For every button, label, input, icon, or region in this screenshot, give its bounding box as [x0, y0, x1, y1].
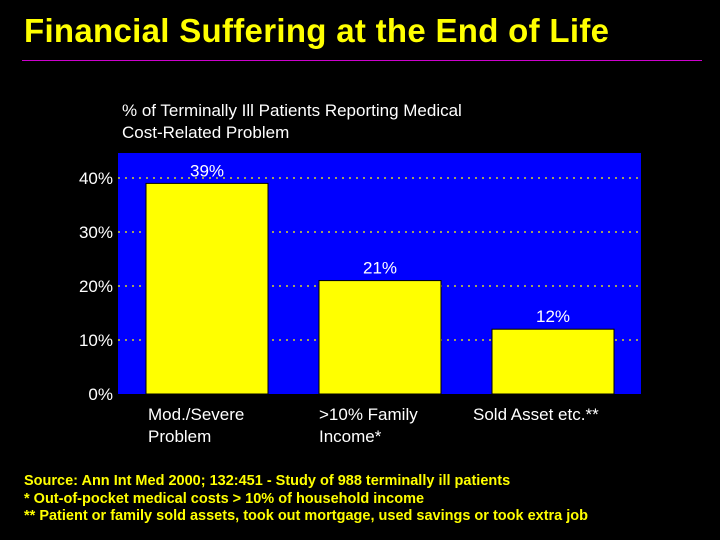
- chart-title-line-2: Cost-Related Problem: [122, 123, 290, 142]
- x-category-label: Problem: [148, 427, 211, 446]
- footnote-1: * Out-of-pocket medical costs > 10% of h…: [24, 490, 425, 507]
- chart-title-line-1: % of Terminally Ill Patients Reporting M…: [122, 101, 462, 120]
- x-category-label: Mod./Severe: [148, 405, 244, 424]
- slide-title: Financial Suffering at the End of Life: [24, 12, 610, 49]
- source-note: Source: Ann Int Med 2000; 132:451 - Stud…: [24, 473, 511, 489]
- data-label: 12%: [536, 307, 570, 326]
- footer-notes: Source: Ann Int Med 2000; 132:451 - Stud…: [24, 473, 588, 526]
- x-category-label: Sold Asset etc.**: [473, 405, 599, 424]
- data-label: 21%: [363, 259, 397, 278]
- bar: [491, 328, 615, 395]
- footnote-2: ** Patient or family sold assets, took o…: [24, 508, 589, 524]
- chart-title: % of Terminally Ill Patients Reporting M…: [122, 100, 562, 144]
- x-category-label: >10% Family: [319, 405, 418, 424]
- bar: [318, 280, 442, 395]
- y-tick-label: 0%: [88, 385, 113, 404]
- bar: [145, 182, 269, 395]
- y-tick-label: 10%: [79, 331, 113, 350]
- data-label: 39%: [190, 161, 224, 180]
- y-tick-label: 20%: [79, 277, 113, 296]
- title-divider: [22, 60, 702, 61]
- y-tick-label: 30%: [79, 223, 113, 242]
- y-tick-label: 40%: [79, 169, 113, 188]
- x-category-label: Income*: [319, 427, 382, 446]
